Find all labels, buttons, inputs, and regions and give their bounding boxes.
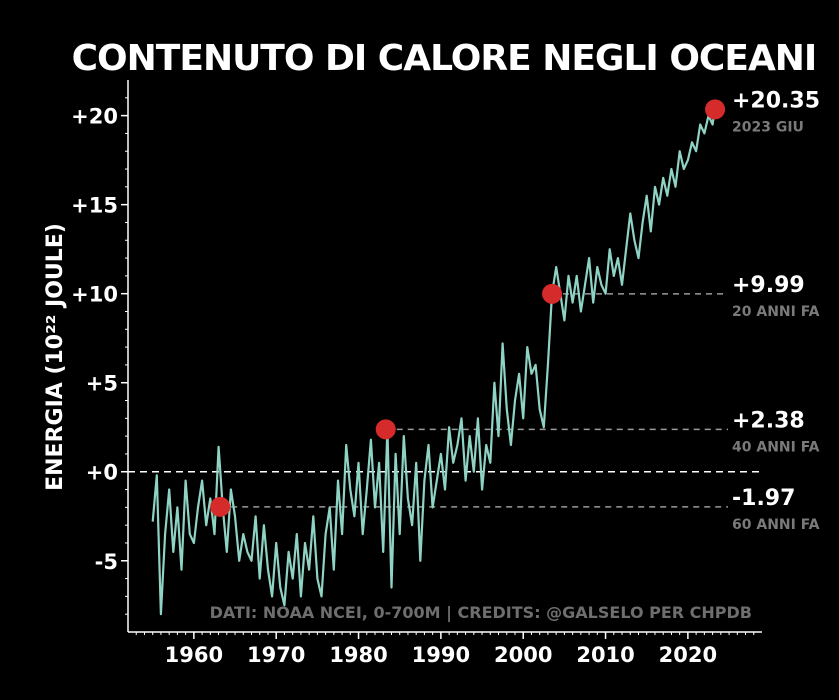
y-tick-label: +15 [71, 194, 118, 218]
y-axis-label: ENERGIA (10²² JOULE) [43, 223, 68, 491]
y-tick-label: +10 [71, 283, 118, 307]
highlight-markers [210, 99, 726, 517]
x-tick-label: 1960 [165, 643, 223, 667]
y-tick-label: -5 [95, 550, 118, 574]
chart-title: CONTENUTO DI CALORE NEGLI OCEANI [72, 38, 817, 79]
x-tick-label: 2010 [576, 643, 634, 667]
y-tick-label: +0 [86, 461, 118, 485]
series-line [151, 109, 716, 616]
x-tick-label: 1980 [329, 643, 387, 667]
axes: 1960 1970 1980 1990 2000 2010 2020 -5 +0 +5 +10 +15… [71, 80, 762, 667]
highlight-marker [375, 419, 396, 440]
annotation-value: -1.97 [732, 486, 795, 511]
annotation-value: +2.38 [732, 408, 805, 433]
annotation-label: 20 ANNI FA [732, 304, 820, 320]
reference-lines [128, 293, 762, 508]
annotation-label: 60 ANNI FA [732, 517, 820, 533]
highlight-marker [210, 496, 231, 517]
x-tick-label: 2000 [494, 643, 552, 667]
highlight-marker [705, 99, 726, 120]
credits-text: DATI: NOAA NCEI, 0-700M | CREDITS: @GALS… [210, 603, 752, 623]
annotation-value: +9.99 [732, 273, 805, 298]
y-tick-label: +20 [71, 105, 118, 129]
series-layer [151, 109, 716, 616]
y-tick-label: +5 [86, 372, 118, 396]
annotation-label: 40 ANNI FA [732, 439, 820, 455]
highlight-marker [542, 283, 563, 304]
x-tick-label: 1990 [412, 643, 470, 667]
annotation-value: +20.35 [732, 88, 820, 113]
x-tick-label: 2020 [659, 643, 717, 667]
annotation-label: 2023 GIU [732, 119, 804, 135]
annotations: -1.97 60 ANNI FA +2.38 40 ANNI FA +9.99 20 AN… [732, 88, 820, 532]
x-tick-label: 1970 [247, 643, 305, 667]
